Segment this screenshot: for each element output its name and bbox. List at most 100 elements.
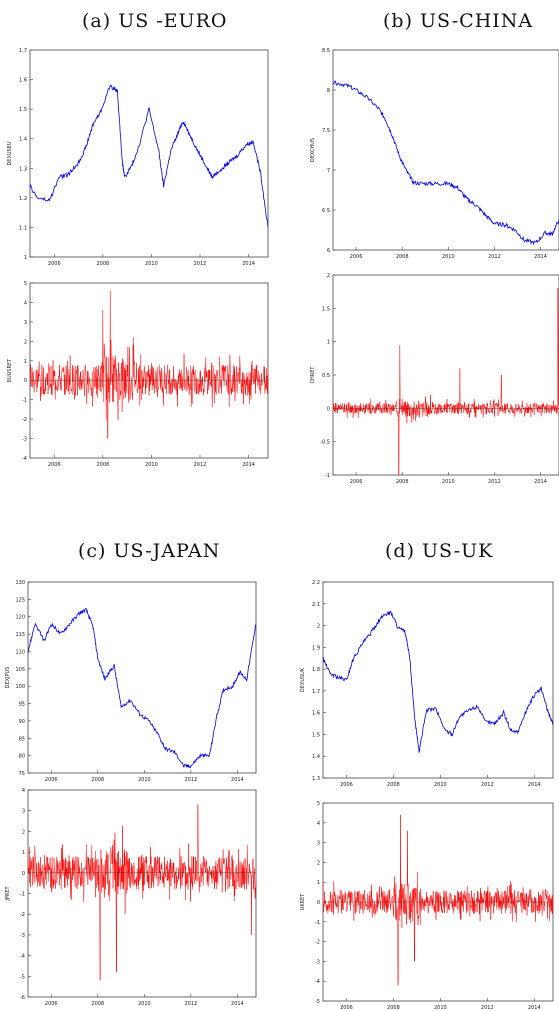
plot-frame — [29, 282, 269, 459]
y-axis-label: DEXUSEU — [7, 141, 13, 165]
y-tick-label: 6.5 — [322, 208, 330, 214]
y-tick-label: 0 — [24, 378, 27, 384]
x-tick-label: 2014 — [242, 261, 255, 267]
x-tick-label: 2008 — [96, 462, 109, 468]
plot-frame — [29, 49, 269, 258]
y-tick-label: 1.5 — [312, 732, 320, 738]
y-tick-label: 1.5 — [322, 306, 330, 312]
y-tick-label: 100 — [15, 684, 25, 690]
plot-frame — [27, 581, 257, 774]
y-tick-label: 125 — [15, 597, 25, 603]
x-tick-label: 2006 — [350, 479, 363, 485]
x-tick-label: 2014 — [528, 1005, 541, 1011]
y-tick-label: 2 — [317, 860, 320, 866]
y-tick-label: 4 — [24, 300, 27, 306]
y-tick-label: 5 — [24, 281, 27, 287]
y-tick-label: 95 — [19, 702, 25, 708]
y-tick-label: 2 — [327, 273, 330, 279]
y-tick-label: 75 — [19, 771, 25, 777]
y-tick-label: 1.7 — [19, 48, 27, 54]
y-tick-label: 7.5 — [322, 128, 330, 134]
y-tick-label: 90 — [19, 719, 25, 725]
y-tick-label: 1 — [24, 255, 27, 261]
x-tick-label: 2012 — [481, 782, 494, 788]
y-tick-label: 1.4 — [19, 137, 27, 143]
y-tick-label: 1.3 — [312, 776, 320, 782]
x-tick-label: 2012 — [488, 479, 501, 485]
x-tick-label: 2012 — [194, 261, 207, 267]
y-tick-label: -3 — [20, 933, 25, 939]
y-tick-label: 2.2 — [312, 580, 320, 586]
y-tick-label: -2 — [315, 940, 320, 946]
y-tick-label: 1.7 — [312, 689, 320, 695]
y-tick-label: 4 — [317, 821, 320, 827]
x-tick-label: 2014 — [534, 479, 547, 485]
y-tick-label: 8.5 — [322, 48, 330, 54]
x-tick-label: 2010 — [145, 261, 158, 267]
y-tick-label: 1 — [22, 850, 25, 856]
plot-frame — [332, 49, 559, 251]
y-tick-label: 2 — [24, 339, 27, 345]
x-tick-label: 2006 — [45, 777, 58, 783]
y-tick-label: 6 — [327, 248, 330, 254]
x-tick-label: 2012 — [184, 777, 197, 783]
y-tick-label: 1.9 — [312, 645, 320, 651]
x-tick-label: 2008 — [387, 1005, 400, 1011]
y-tick-label: 2 — [22, 829, 25, 835]
series-line — [322, 814, 554, 986]
y-tick-label: 1 — [24, 359, 27, 365]
series-line — [332, 80, 559, 246]
y-tick-label: 5 — [317, 801, 320, 807]
x-tick-label: 2010 — [138, 1001, 151, 1007]
x-tick-label: 2014 — [231, 1001, 244, 1007]
y-axis-label: UKRET — [300, 893, 306, 911]
x-tick-label: 2008 — [91, 777, 104, 783]
y-tick-label: 115 — [15, 632, 25, 638]
x-tick-label: 2010 — [434, 782, 447, 788]
y-tick-label: 0.5 — [322, 373, 330, 379]
x-tick-label: 2010 — [145, 462, 158, 468]
series-line — [29, 84, 269, 228]
y-tick-label: 1.1 — [19, 225, 27, 231]
y-axis-label: EUUSRET — [7, 358, 13, 382]
x-tick-label: 2014 — [231, 777, 244, 783]
y-tick-label: -1 — [315, 920, 320, 926]
x-tick-label: 2010 — [442, 479, 455, 485]
series-line — [27, 607, 257, 769]
y-tick-label: -1 — [20, 892, 25, 898]
x-tick-label: 2008 — [396, 254, 409, 260]
x-tick-label: 2006 — [48, 462, 61, 468]
y-axis-label: DEXJPUS — [5, 667, 11, 689]
y-tick-label: 1 — [317, 880, 320, 886]
x-tick-label: 2010 — [442, 254, 455, 260]
y-tick-label: 85 — [19, 736, 25, 742]
y-tick-label: 2.1 — [312, 602, 320, 608]
y-tick-label: 8 — [327, 88, 330, 94]
y-tick-label: -2 — [22, 417, 27, 423]
y-tick-label: 1.6 — [19, 78, 27, 84]
y-tick-label: 130 — [15, 580, 25, 586]
panel-title-b: (b) US-CHINA — [383, 10, 534, 32]
y-tick-label: -5 — [315, 999, 320, 1005]
x-tick-label: 2006 — [45, 1001, 58, 1007]
y-tick-label: 1 — [327, 340, 330, 346]
y-tick-label: 105 — [15, 667, 25, 673]
x-tick-label: 2012 — [194, 462, 207, 468]
y-tick-label: 0 — [317, 900, 320, 906]
y-tick-label: 3 — [24, 320, 27, 326]
series-line — [27, 804, 257, 981]
y-axis-label: DEXCHUS — [310, 138, 316, 162]
panel-title-d: (d) US-UK — [385, 540, 494, 562]
x-tick-label: 2014 — [534, 254, 547, 260]
y-tick-label: 0 — [327, 406, 330, 412]
y-tick-label: -3 — [315, 959, 320, 965]
x-tick-label: 2008 — [91, 1001, 104, 1007]
y-tick-label: 80 — [19, 754, 25, 760]
